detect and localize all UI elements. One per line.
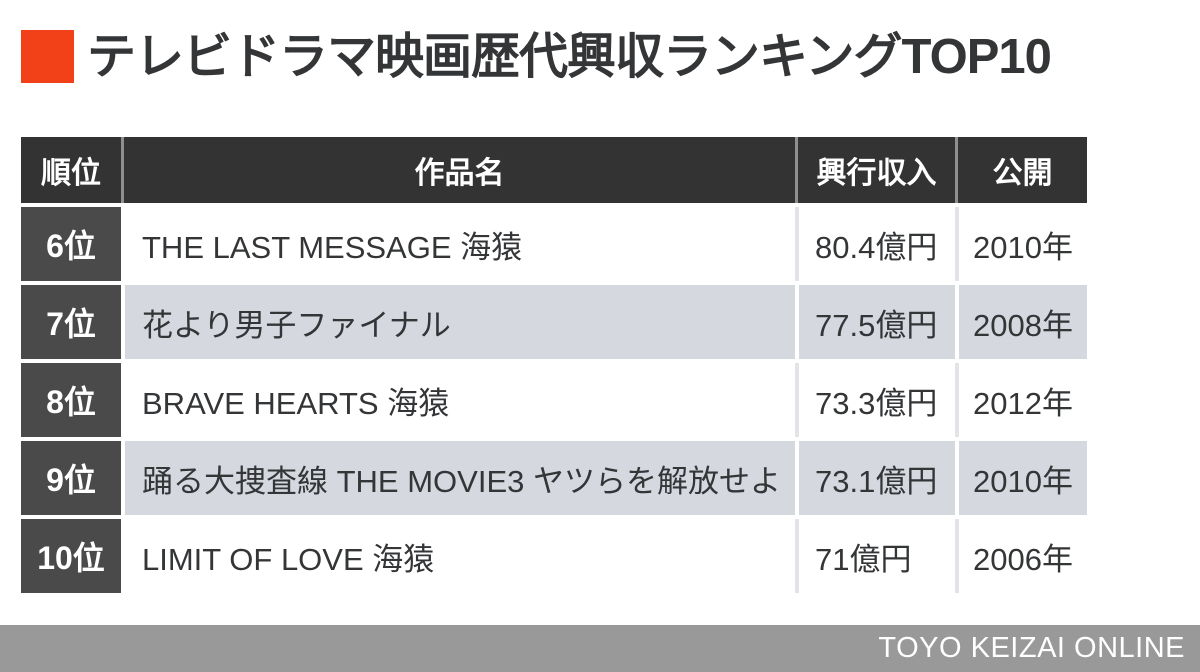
table-header-row: 順位 作品名 興行収入 公開 (21, 137, 1087, 203)
page-title: テレビドラマ映画歴代興収ランキングTOP10 (87, 30, 1052, 84)
rank-cell: 6位 (21, 207, 121, 281)
revenue-cell: 80.4億円 (795, 207, 955, 281)
footer-brand-text: TOYO KEIZAI ONLINE (878, 632, 1185, 664)
revenue-cell: 73.3億円 (795, 363, 955, 437)
release-cell: 2010年 (955, 441, 1087, 515)
revenue-cell: 77.5億円 (795, 285, 955, 359)
title-cell: BRAVE HEARTS 海猿 (121, 363, 795, 437)
release-cell: 2012年 (955, 363, 1087, 437)
rank-cell: 9位 (21, 441, 121, 515)
header-title: 作品名 (121, 137, 795, 203)
table-row-rank8: 8位 BRAVE HEARTS 海猿 73.3億円 2012年 (21, 363, 1087, 437)
table-row-rank10: 10位 LIMIT OF LOVE 海猿 71億円 2006年 (21, 519, 1087, 593)
rank-cell: 7位 (21, 285, 121, 359)
title-cell: 踊る大捜査線 THE MOVIE3 ヤツらを解放せよ (121, 441, 795, 515)
header-rank: 順位 (21, 137, 121, 203)
rank-cell: 8位 (21, 363, 121, 437)
title-block: テレビドラマ映画歴代興収ランキングTOP10 (21, 30, 1052, 84)
release-cell: 2006年 (955, 519, 1087, 593)
revenue-cell: 73.1億円 (795, 441, 955, 515)
rank-cell: 10位 (21, 519, 121, 593)
footer-bar: TOYO KEIZAI ONLINE (0, 625, 1200, 672)
revenue-cell: 71億円 (795, 519, 955, 593)
table-row-rank9: 9位 踊る大捜査線 THE MOVIE3 ヤツらを解放せよ 73.1億円 201… (21, 441, 1087, 515)
release-cell: 2010年 (955, 207, 1087, 281)
title-cell: LIMIT OF LOVE 海猿 (121, 519, 795, 593)
header-revenue: 興行収入 (795, 137, 955, 203)
table-row-rank6: 6位 THE LAST MESSAGE 海猿 80.4億円 2010年 (21, 207, 1087, 281)
release-cell: 2008年 (955, 285, 1087, 359)
ranking-table: 順位 作品名 興行収入 公開 6位 THE LAST MESSAGE 海猿 80… (21, 133, 1087, 597)
title-cell: THE LAST MESSAGE 海猿 (121, 207, 795, 281)
table-row-rank7: 7位 花より男子ファイナル 77.5億円 2008年 (21, 285, 1087, 359)
header-release: 公開 (955, 137, 1087, 203)
title-cell: 花より男子ファイナル (121, 285, 795, 359)
accent-square-icon (21, 30, 74, 83)
